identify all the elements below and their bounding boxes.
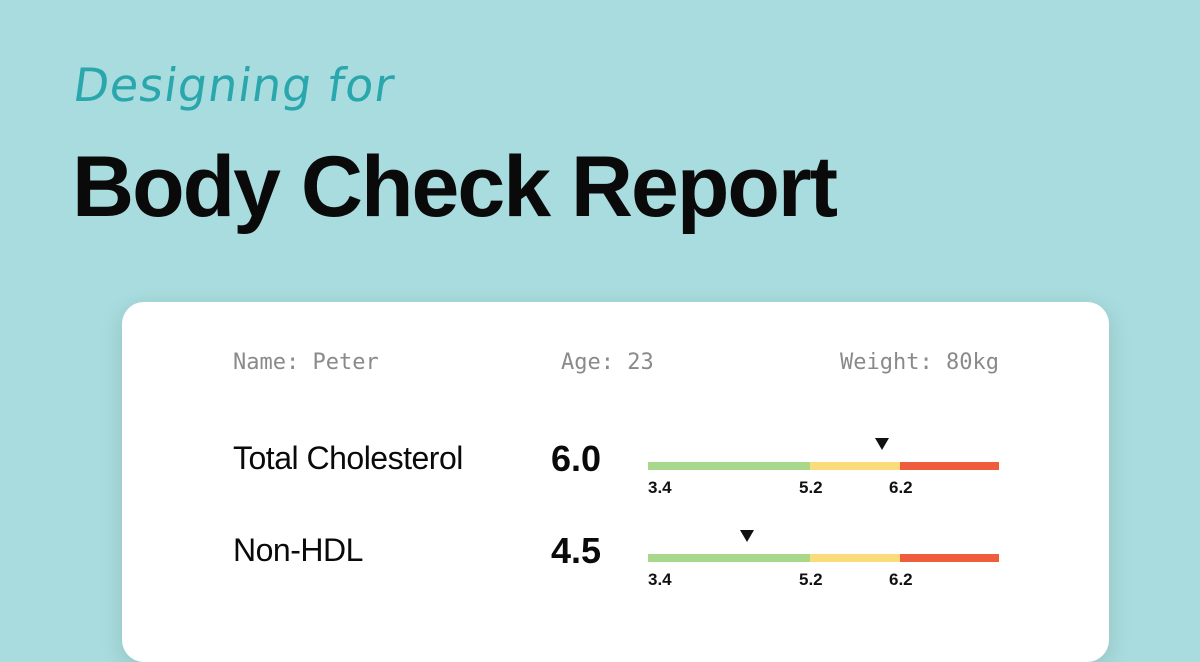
range-segment-normal — [648, 554, 810, 562]
range-bar — [648, 554, 999, 562]
tick-label-threshold-low: 5.2 — [799, 570, 823, 589]
metric-row-total-cholesterol: Total Cholesterol 6.0 3.4 5.2 6.2 — [122, 438, 1109, 520]
metric-value: 4.5 — [551, 530, 602, 571]
tick-label-threshold-low: 5.2 — [799, 478, 823, 497]
tick-label-threshold-high: 6.2 — [889, 478, 913, 497]
range-segment-borderline — [810, 462, 900, 470]
tick-label-min: 3.4 — [648, 478, 672, 497]
range-segment-normal — [648, 462, 810, 470]
reading-marker-icon — [875, 438, 889, 450]
range-segment-borderline — [810, 554, 900, 562]
metric-value: 6.0 — [551, 438, 602, 479]
tick-label-threshold-high: 6.2 — [889, 570, 913, 589]
page-title: Body Check Report — [72, 139, 838, 235]
reading-marker-icon — [740, 530, 754, 542]
report-card: Name: Peter Age: 23 Weight: 80kg Total C… — [122, 302, 1109, 662]
metric-row-non-hdl: Non-HDL 4.5 3.4 5.2 6.2 — [122, 530, 1109, 612]
range-bar — [648, 462, 999, 470]
range-scale: 3.4 5.2 6.2 — [648, 438, 999, 510]
metric-label: Non-HDL — [233, 532, 363, 568]
range-segment-high — [900, 554, 999, 562]
metric-label: Total Cholesterol — [233, 440, 463, 476]
patient-name: Name: Peter — [233, 350, 379, 375]
patient-weight: Weight: 80kg — [840, 350, 999, 375]
patient-age: Age: 23 — [561, 350, 654, 375]
range-segment-high — [900, 462, 999, 470]
tick-label-min: 3.4 — [648, 570, 672, 589]
range-scale: 3.4 5.2 6.2 — [648, 530, 999, 602]
eyebrow-text: Designing for — [70, 58, 399, 112]
